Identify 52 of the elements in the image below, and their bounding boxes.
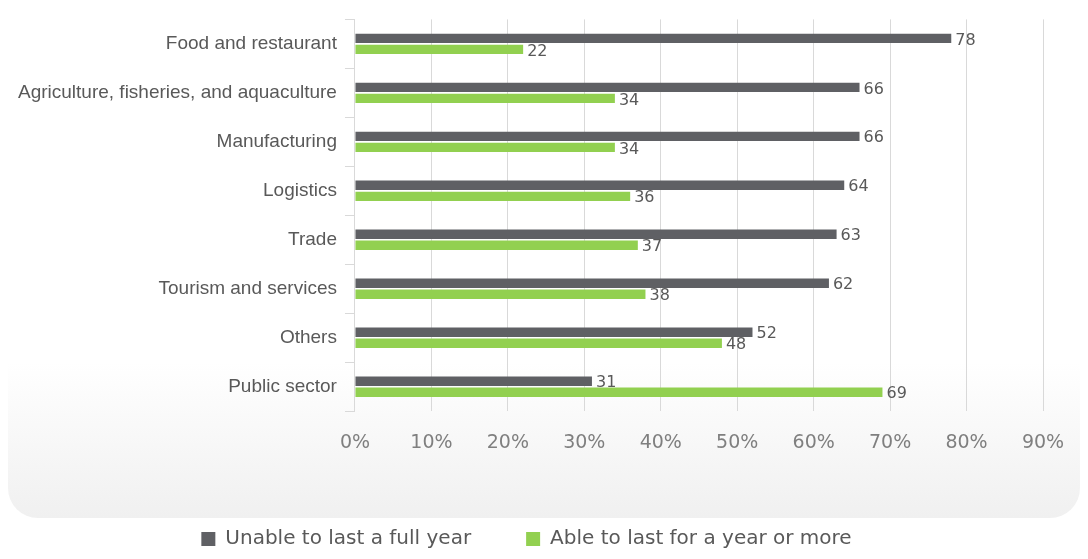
- x-tick-label: 70%: [868, 429, 912, 452]
- bar: [355, 338, 722, 348]
- bar: [355, 191, 631, 202]
- bar: [355, 376, 592, 386]
- y-tick-label: Others: [279, 325, 337, 347]
- y-tick-label: Tourism and services: [158, 277, 337, 298]
- y-tick-label: Food and restaurant: [165, 32, 338, 54]
- data-label: 52: [756, 323, 777, 343]
- bar: [355, 93, 615, 104]
- x-tick-label: 90%: [1021, 429, 1065, 452]
- data-label: 22: [527, 40, 548, 60]
- x-tick-label: 0%: [339, 429, 371, 452]
- legend-label: Unable to last a full year: [225, 525, 472, 550]
- data-label: 48: [725, 334, 747, 354]
- x-tick-label: 10%: [410, 429, 453, 452]
- data-label: 38: [649, 285, 670, 305]
- bar: [355, 278, 829, 288]
- data-label: 64: [848, 176, 869, 196]
- data-label: 31: [595, 372, 617, 392]
- x-tick-label: 20%: [486, 429, 529, 452]
- legend-label: Able to last for a year or more: [550, 525, 852, 550]
- data-label: 66: [863, 78, 884, 98]
- x-tick-label: 50%: [716, 429, 759, 452]
- bar: [355, 142, 615, 153]
- bar: [355, 327, 753, 337]
- y-tick-label: Logistics: [263, 179, 337, 201]
- data-label: 63: [840, 225, 861, 245]
- y-tick-label: Agriculture, fisheries, and aquaculture: [17, 81, 337, 103]
- data-label: 37: [641, 236, 663, 256]
- data-label: 69: [886, 383, 907, 403]
- bar: [355, 180, 845, 190]
- bar: [355, 33, 952, 44]
- bar: [355, 229, 837, 239]
- x-tick-label: 30%: [563, 429, 606, 452]
- bar: [355, 44, 524, 55]
- bar: [355, 240, 638, 250]
- y-tick-label: Trade: [288, 228, 337, 250]
- x-tick-label: 80%: [945, 429, 988, 452]
- bar: [355, 82, 860, 93]
- y-tick-label: Manufacturing: [216, 130, 337, 152]
- data-label: 36: [634, 187, 655, 207]
- bar: [355, 387, 883, 397]
- data-label: 34: [618, 89, 640, 109]
- data-label: 34: [618, 138, 640, 158]
- bar: [355, 131, 860, 142]
- x-tick-label: 60%: [792, 429, 835, 452]
- bar: [355, 289, 646, 299]
- data-label: 62: [832, 274, 854, 294]
- x-tick-label: 40%: [639, 429, 682, 452]
- y-tick-label: Public sector: [228, 374, 338, 396]
- data-label: 66: [863, 127, 884, 147]
- data-label: 78: [955, 29, 976, 49]
